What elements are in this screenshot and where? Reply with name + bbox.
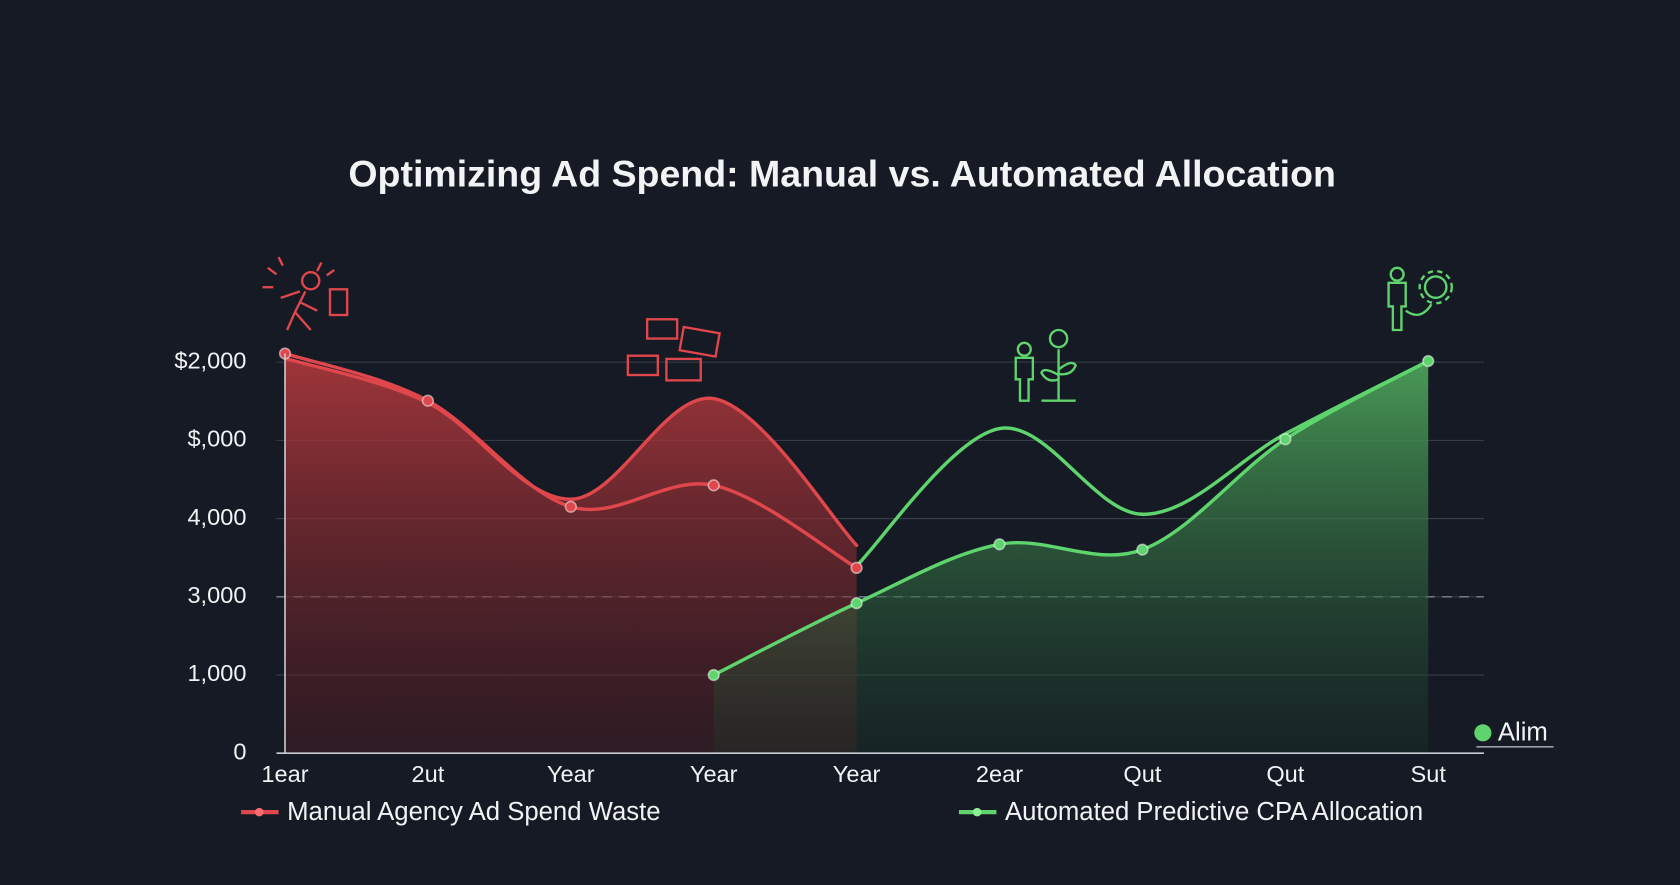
point xyxy=(707,479,720,492)
x-tick-label: Year xyxy=(547,761,595,787)
legend-swatch xyxy=(255,807,264,817)
chart-title: Optimizing Ad Spend: Manual vs. Automate… xyxy=(348,153,1336,195)
area xyxy=(285,358,857,754)
y-tick-label: 1,000 xyxy=(187,660,246,686)
x-tick-label: 1ear xyxy=(261,761,308,787)
y-tick-label: 3,000 xyxy=(187,582,246,608)
y-tick-label: 4,000 xyxy=(187,504,246,530)
x-tick-label: Qut xyxy=(1266,761,1304,787)
icon xyxy=(262,256,721,382)
point xyxy=(850,597,863,610)
annotation: Alim xyxy=(1498,719,1548,747)
legend: Manual Agency Ad Spend Waste Automated P… xyxy=(241,719,1554,826)
plot-area: 0 1,000 3,000 4,000 $,000 $2,000 1ear 2ut Year Ye… xyxy=(174,347,1484,787)
x-tick-label: Qut xyxy=(1123,761,1161,787)
x-tick-label: Sut xyxy=(1411,761,1447,787)
x-tick-label: 2ear xyxy=(976,761,1023,787)
line xyxy=(854,359,1430,568)
point xyxy=(1279,433,1292,446)
legend-swatch xyxy=(972,807,982,817)
line xyxy=(283,356,859,548)
y-tick-label: $,000 xyxy=(187,426,246,452)
y-tick-label: $2,000 xyxy=(174,347,246,373)
point xyxy=(993,538,1006,551)
area xyxy=(713,361,1429,754)
point xyxy=(421,394,435,407)
point xyxy=(1136,543,1149,556)
point xyxy=(1422,354,1435,368)
point xyxy=(850,561,863,575)
legend-label: Automated Predictive CPA Allocation xyxy=(1005,798,1423,826)
annotation-dot xyxy=(1474,724,1492,742)
point xyxy=(564,500,577,513)
line xyxy=(711,359,1430,677)
x-tick-label: Year xyxy=(690,761,738,787)
icon xyxy=(1014,266,1453,402)
x-tick-label: 2ut xyxy=(412,761,445,787)
icons xyxy=(262,256,1453,402)
point xyxy=(707,668,720,682)
y-tick-label: 0 xyxy=(233,738,246,764)
x-tick-label: Year xyxy=(833,761,881,787)
legend-label: Manual Agency Ad Spend Waste xyxy=(287,798,660,826)
